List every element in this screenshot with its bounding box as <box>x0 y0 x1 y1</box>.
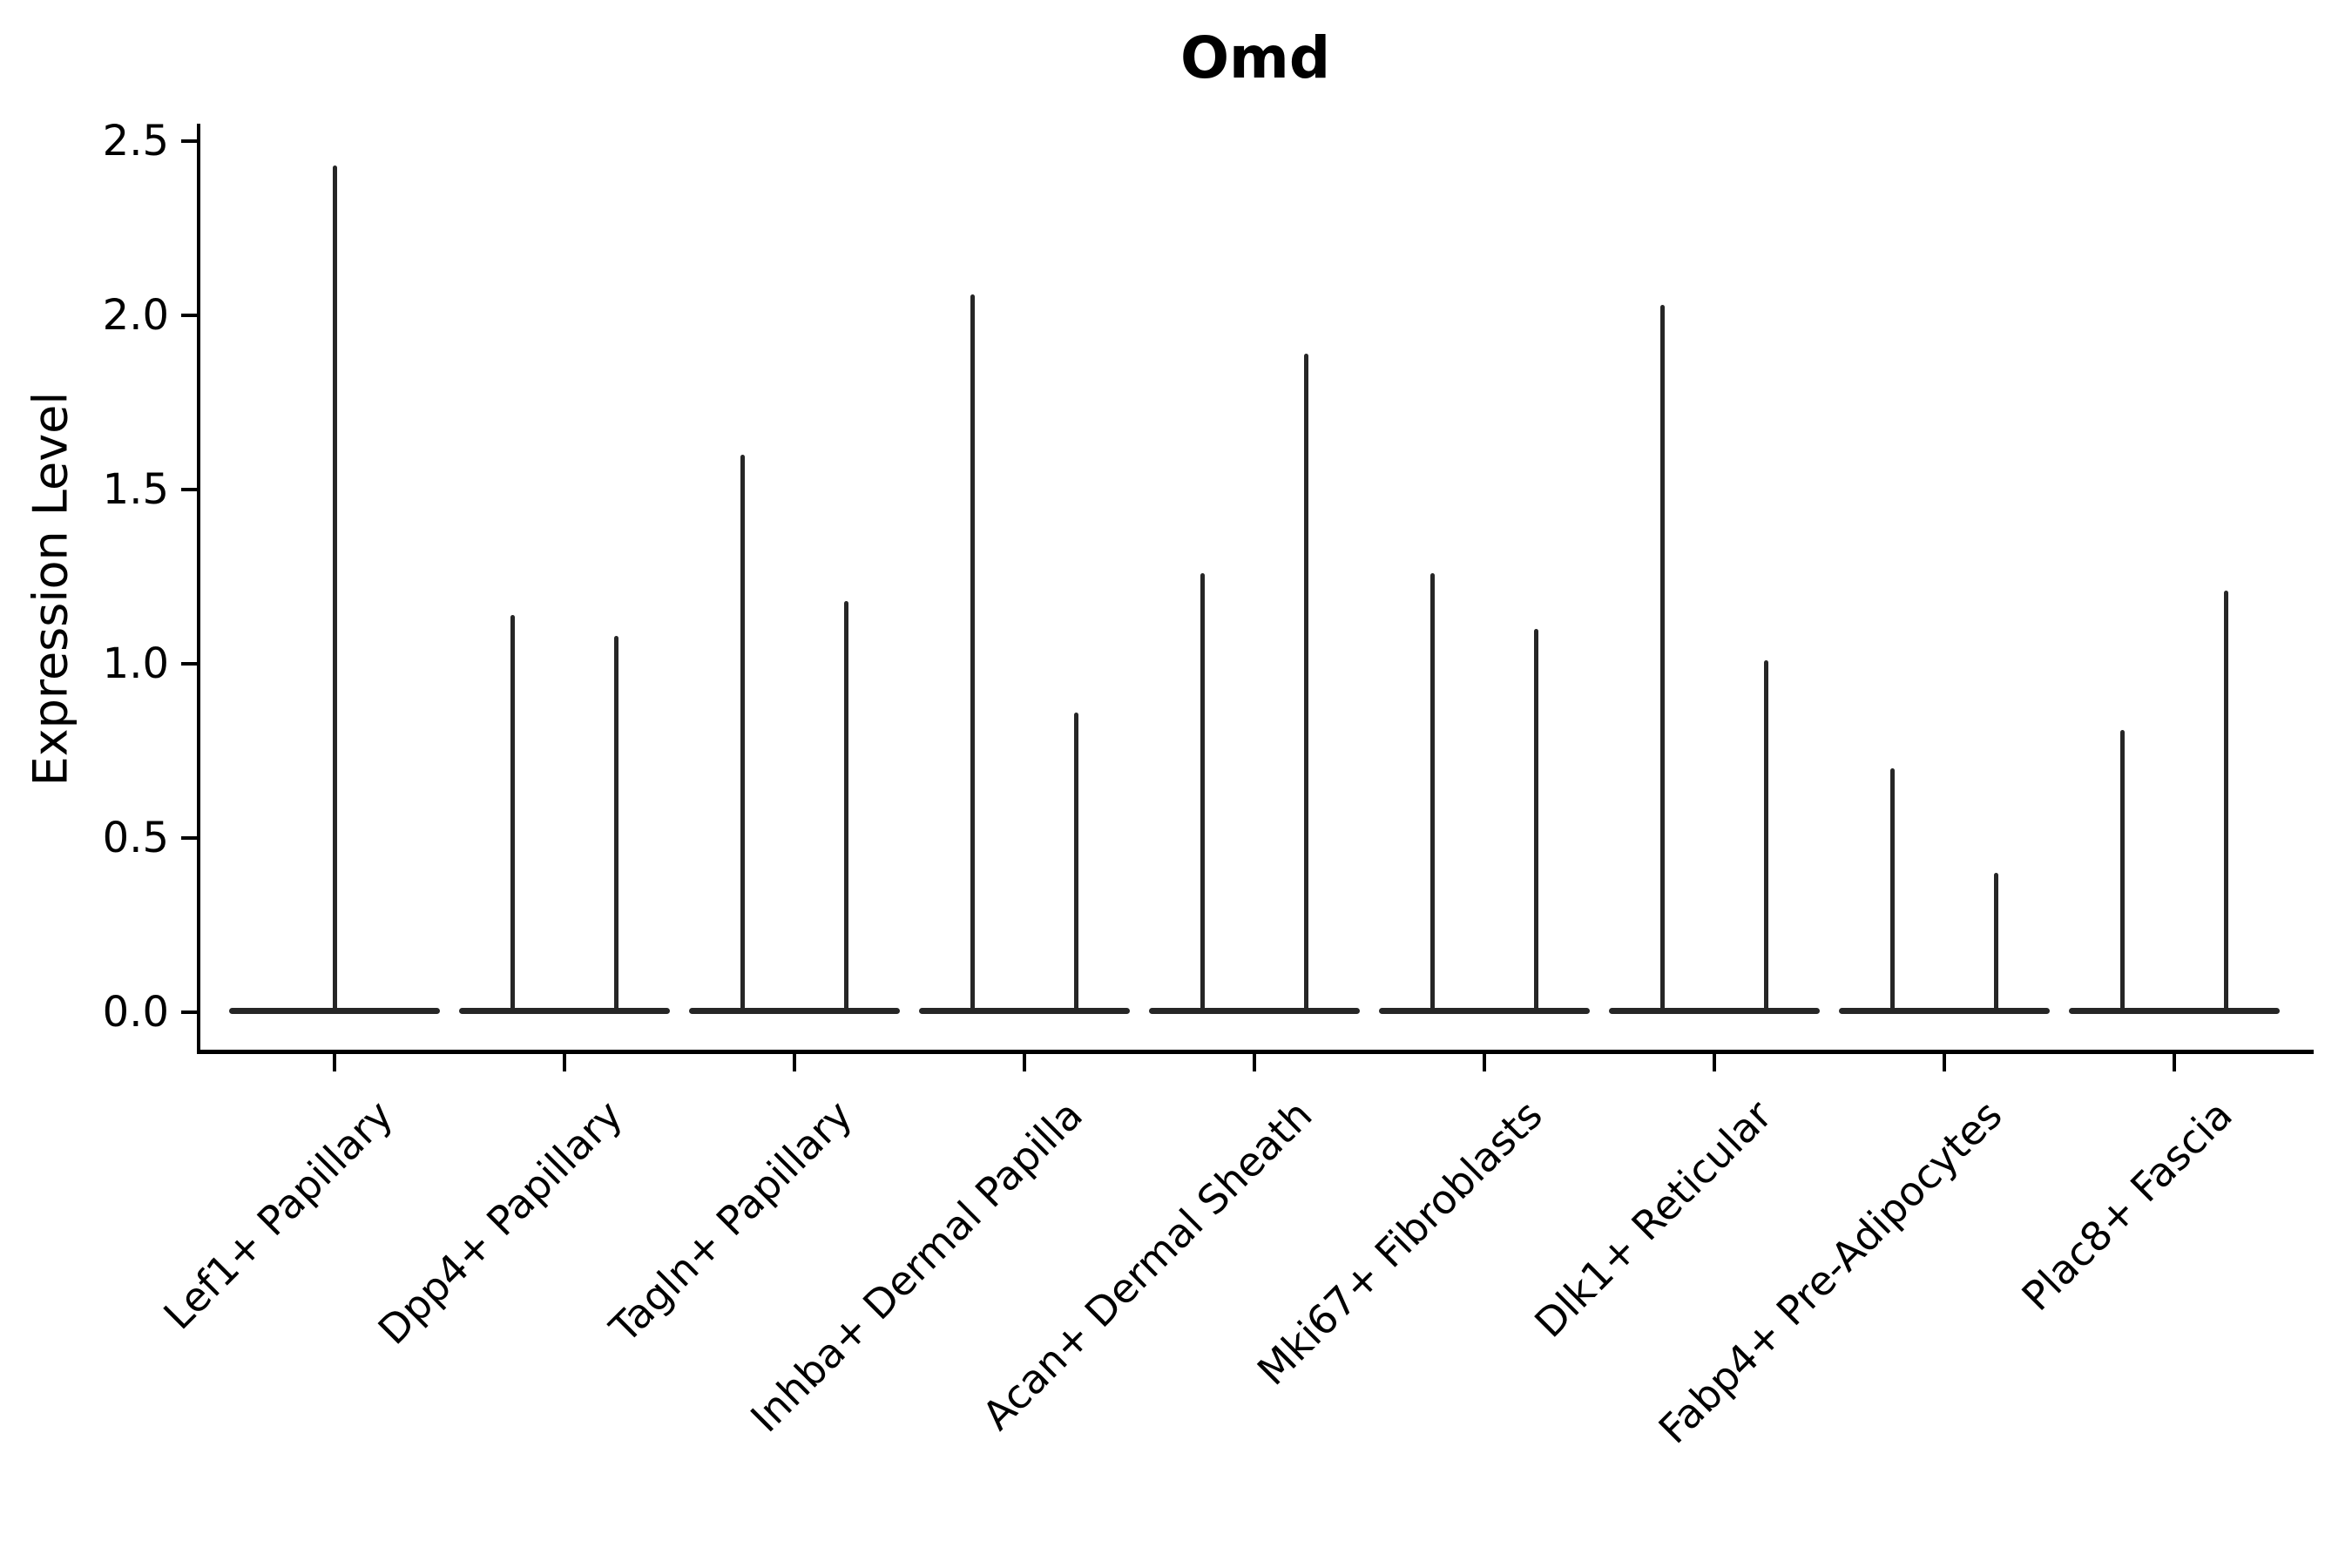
y-tick-label: 1.5 <box>102 465 169 514</box>
x-tick <box>793 1054 796 1071</box>
x-tick <box>2173 1054 2176 1071</box>
violin-spike <box>2224 591 2229 1010</box>
y-tick <box>181 139 197 143</box>
violin-spike <box>1764 660 1769 1010</box>
violin-spike <box>2119 730 2125 1010</box>
x-tick <box>563 1054 566 1071</box>
violin-spike <box>740 455 745 1010</box>
violin-spike <box>844 601 849 1010</box>
y-tick <box>181 1010 197 1014</box>
violin-spike <box>1429 573 1435 1010</box>
violin-spike <box>1534 629 1539 1010</box>
y-tick-label: 2.5 <box>102 117 169 166</box>
violin-spike <box>1200 573 1205 1010</box>
x-tick-label: Plac8+ Fascia <box>2012 1091 2241 1320</box>
violin-base <box>1149 1008 1360 1014</box>
x-tick <box>1943 1054 1946 1071</box>
y-tick-label: 1.0 <box>102 639 169 688</box>
violin-spike <box>1074 713 1079 1010</box>
y-tick <box>181 314 197 317</box>
violin-spike <box>1889 768 1895 1010</box>
violin-base <box>2069 1008 2280 1014</box>
y-tick-label: 0.0 <box>102 988 169 1037</box>
plot-area <box>197 124 2314 1054</box>
y-axis-label: Expression Level <box>23 391 78 787</box>
violin-base <box>1379 1008 1590 1014</box>
x-tick-label: Dlk1+ Reticular <box>1525 1091 1781 1347</box>
violin-spike <box>332 166 337 1010</box>
x-tick <box>1253 1054 1256 1071</box>
x-tick-label: Tagln+ Papillary <box>600 1091 862 1352</box>
violin-base <box>1609 1008 1820 1014</box>
violin-spike <box>1659 305 1665 1010</box>
x-tick <box>1713 1054 1716 1071</box>
y-tick <box>181 488 197 491</box>
y-tick <box>181 662 197 666</box>
y-tick-label: 0.5 <box>102 814 169 862</box>
violin-spike <box>1304 354 1309 1010</box>
violin-base <box>689 1008 900 1014</box>
violin-base <box>459 1008 670 1014</box>
chart-title: Omd <box>1179 24 1331 91</box>
x-tick-label: Lef1+ Papillary <box>153 1091 402 1339</box>
violin-base <box>229 1008 440 1014</box>
violin-spike <box>614 636 619 1010</box>
y-tick-label: 2.0 <box>102 291 169 340</box>
x-tick-label: Dpp4+ Papillary <box>368 1091 632 1354</box>
violin-base <box>919 1008 1130 1014</box>
violin-spike <box>510 615 515 1010</box>
x-tick <box>1483 1054 1486 1071</box>
x-tick <box>333 1054 336 1071</box>
violin-spike <box>1994 873 1999 1010</box>
violin-base <box>1839 1008 2050 1014</box>
x-tick <box>1023 1054 1026 1071</box>
y-tick <box>181 836 197 840</box>
violin-spike <box>970 294 975 1010</box>
